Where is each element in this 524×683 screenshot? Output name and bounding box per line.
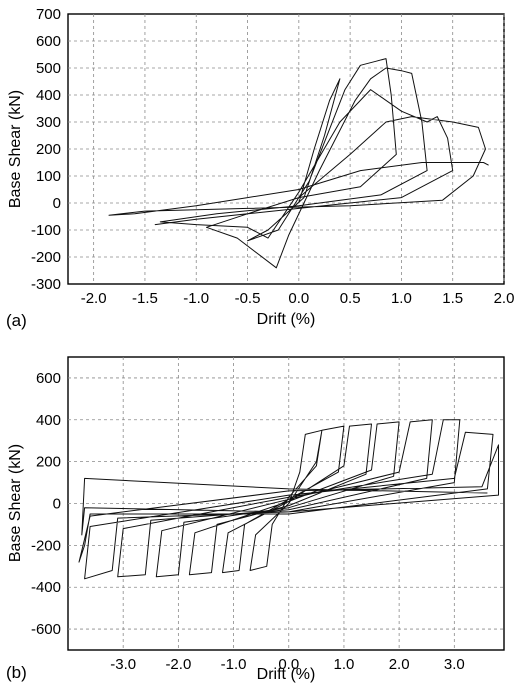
- panel-a-y-tick-label: 400: [36, 87, 61, 104]
- panel-b-y-tick-label: -400: [31, 579, 61, 596]
- panel-a-y-tick-label: 0: [53, 195, 61, 212]
- panel-b-y-tick-label: 600: [36, 370, 61, 387]
- panel-b-x-tick-label: -2.0: [165, 656, 191, 673]
- panel-a-y-tick-label: -300: [31, 276, 61, 293]
- panel-a-x-tick-label: -0.5: [235, 290, 261, 307]
- panel-a-y-tick-label: 100: [36, 168, 61, 185]
- panel-a-y-tick-labels: 700 600 500 400 300 200 100 0 -100 -200 -300: [31, 6, 61, 293]
- panel-a-x-tick-label: 1.5: [442, 290, 463, 307]
- panel-a-hysteresis-curve: [108, 58, 489, 269]
- panel-b-x-tick-label: 3.0: [444, 656, 465, 673]
- panel-a-y-tick-label: -100: [31, 222, 61, 239]
- panel-a-x-axis-title: Drift (%): [257, 311, 316, 328]
- panel-a-y-axis-title: Base Shear (kN): [7, 90, 24, 208]
- panel-b-x-tick-label: -1.0: [221, 656, 247, 673]
- panel-a-x-tick-labels: -2.0 -1.5 -1.0 -0.5 0.0 0.5 1.0 1.5 2.0: [81, 290, 515, 307]
- panel-a-x-tick-label: 0.0: [288, 290, 309, 307]
- panel-a-label: (a): [6, 311, 27, 330]
- panel-a-x-tick-label: 0.5: [340, 290, 361, 307]
- panel-a-y-tick-label: 700: [36, 6, 61, 23]
- panel-b-x-tick-labels: -3.0 -2.0 -1.0 0.0 1.0 2.0 3.0: [110, 656, 464, 673]
- panel-b-y-axis-title: Base Shear (kN): [7, 444, 24, 562]
- panel-b-x-tick-label: 2.0: [389, 656, 410, 673]
- panel-b-x-tick-label: -3.0: [110, 656, 136, 673]
- panel-a-y-tick-label: 300: [36, 114, 61, 131]
- panel-a-y-tick-label: 200: [36, 141, 61, 158]
- panel-b-chart: 600 400 200 0 -200 -400 -600 -3.0 -2.0 -1.0 0.0 1.…: [6, 356, 505, 683]
- panel-a-x-tick-label: 1.0: [391, 290, 412, 307]
- panel-a-x-tick-label: -1.0: [183, 290, 209, 307]
- panel-b-gridlines: [68, 357, 504, 650]
- panel-b-y-tick-label: -200: [31, 537, 61, 554]
- panel-a-x-tick-label: 2.0: [494, 290, 515, 307]
- panel-a-y-tick-label: -200: [31, 249, 61, 266]
- panel-a-gridlines: [68, 14, 505, 284]
- panel-b-y-tick-labels: 600 400 200 0 -200 -400 -600: [31, 370, 61, 638]
- panel-b-hysteresis-curve: [78, 419, 499, 580]
- panel-b-x-axis-title: Drift (%): [257, 666, 316, 683]
- panel-b-x-tick-label: 1.0: [334, 656, 355, 673]
- panel-a-y-tick-label: 600: [36, 33, 61, 50]
- panel-b-label: (b): [6, 663, 27, 682]
- panel-a-x-tick-label: -1.5: [132, 290, 158, 307]
- panel-b-y-tick-label: 0: [53, 496, 61, 513]
- panel-a-x-tick-label: -2.0: [81, 290, 107, 307]
- panel-b-y-tick-label: 400: [36, 412, 61, 429]
- panel-b-x-tick-label: 0.0: [278, 656, 299, 673]
- panel-a-y-tick-label: 500: [36, 60, 61, 77]
- panel-b-y-tick-label: -600: [31, 621, 61, 638]
- panel-b-y-tick-label: 200: [36, 454, 61, 471]
